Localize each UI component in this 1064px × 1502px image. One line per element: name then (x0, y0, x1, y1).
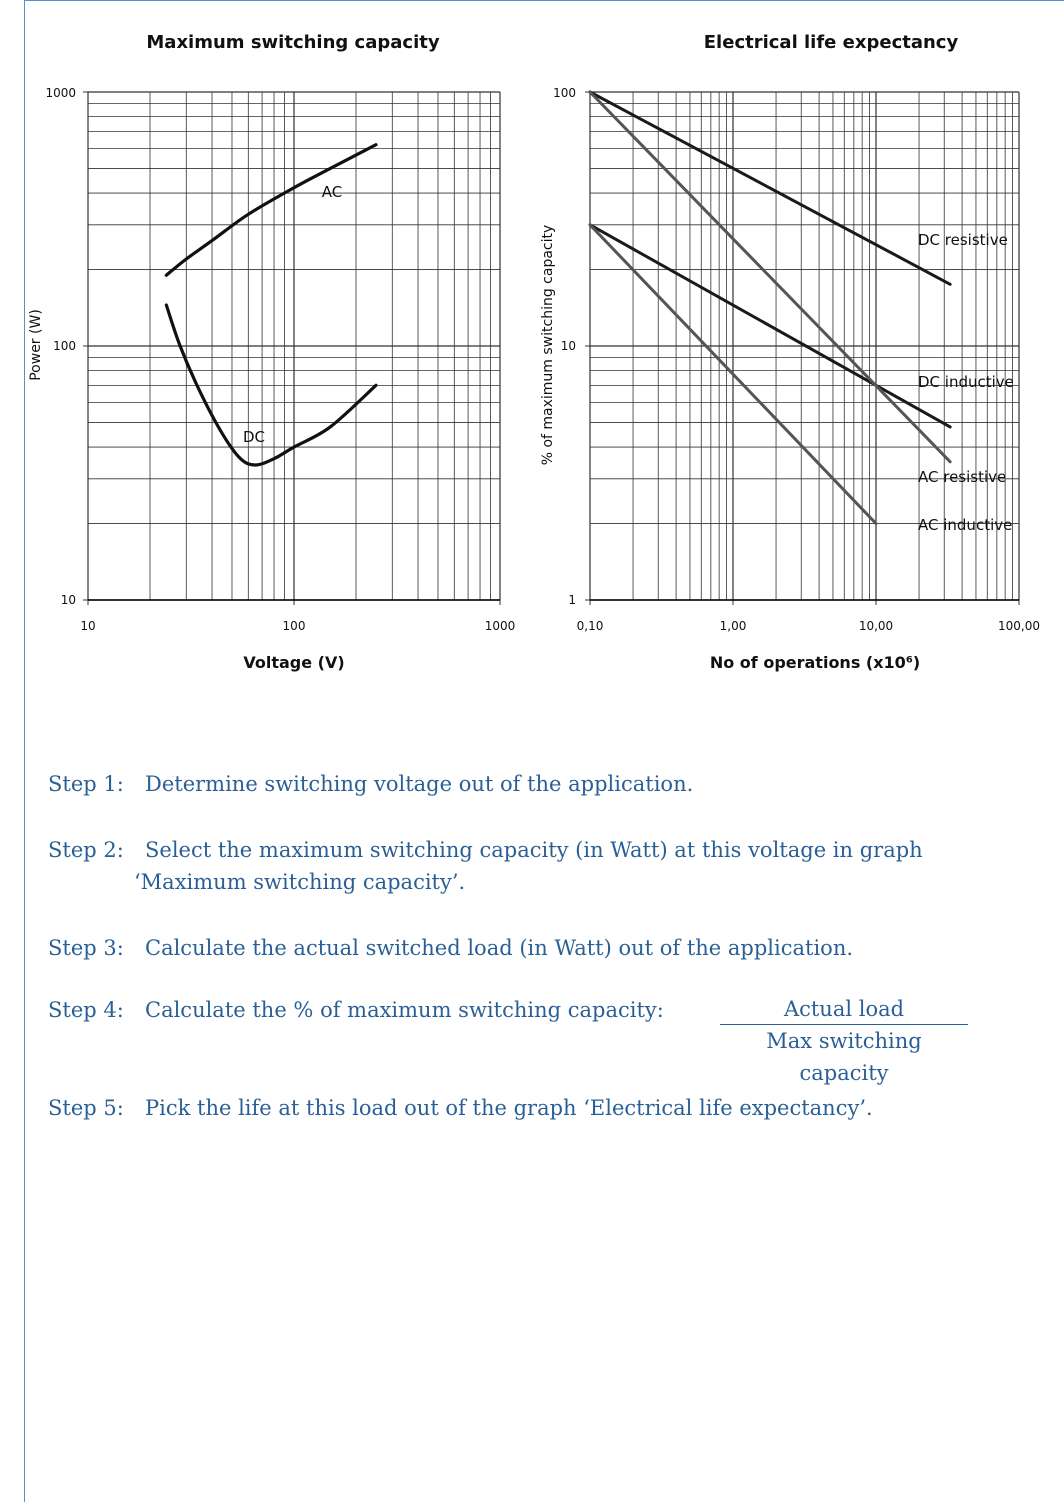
step-5-text: Pick the life at this load out of the gr… (145, 1096, 873, 1120)
chart2-series (588, 90, 952, 526)
chart1-ylabel: Power (W) (28, 309, 44, 381)
fraction-numerator: Actual load (720, 994, 968, 1025)
charts-svg: Maximum switching capacity 1000 100 10 1… (28, 32, 1040, 672)
step-2-number: Step 2: (48, 838, 124, 862)
chart2-label-dc-inductive: DC inductive (918, 373, 1014, 391)
chart2-series-ac-inductive-line (588, 223, 878, 526)
chart2-xlabel: No of operations (x10⁶) (710, 653, 920, 672)
chart2-x-tick-10-00: 10,00 (859, 619, 893, 633)
chart1-label-ac: AC (322, 183, 342, 201)
chart-max-switching-capacity: Maximum switching capacity 1000 100 10 1… (28, 32, 515, 672)
chart2-ylabel: % of maximum switching capacity (540, 225, 556, 466)
step-2-text-continued: ‘Maximum switching capacity’. (134, 870, 466, 894)
chart1-y-tick-100: 100 (53, 339, 76, 353)
step-5-number: Step 5: (48, 1096, 124, 1120)
step-3-text: Calculate the actual switched load (in W… (145, 936, 854, 960)
step-3-number: Step 3: (48, 936, 124, 960)
step-3: Step 3: Calculate the actual switched lo… (48, 932, 853, 964)
chart2-label-ac-resistive: AC resistive (918, 468, 1006, 486)
chart2-y-tick-1: 1 (568, 593, 576, 607)
chart1-series-dc-line (164, 303, 378, 467)
chart1-y-tick-1000: 1000 (45, 86, 76, 100)
chart1-label-dc: DC (243, 428, 265, 446)
chart1-title: Maximum switching capacity (146, 32, 439, 53)
step-1-number: Step 1: (48, 772, 124, 796)
chart2-x-tick-100-00: 100,00 (998, 619, 1040, 633)
chart1-xlabel: Voltage (V) (243, 653, 344, 672)
chart2-series-dc-inductive-line (588, 223, 952, 429)
chart1-x-tick-100: 100 (283, 619, 306, 633)
chart1-series-ac-line (164, 143, 378, 277)
chart2-x-tick-0-10: 0,10 (577, 619, 604, 633)
chart2-y-tick-100: 100 (553, 86, 576, 100)
chart1-x-tick-1000: 1000 (485, 619, 516, 633)
step-4: Step 4: Calculate the % of maximum switc… (48, 994, 1008, 1085)
chart1-x-tick-10: 10 (80, 619, 95, 633)
chart2-label-dc-resistive: DC resistive (918, 231, 1008, 249)
page-frame (24, 0, 1064, 1502)
chart2-x-tick-1-00: 1,00 (720, 619, 747, 633)
chart-electrical-life-expectancy: Electrical life expectancy 100 10 1 0,10… (540, 32, 1040, 672)
chart2-title: Electrical life expectancy (704, 32, 959, 53)
chart2-label-ac-inductive: AC inductive (918, 516, 1012, 534)
step-4-text: Calculate the % of maximum switching cap… (145, 998, 664, 1022)
step-1: Step 1: Determine switching voltage out … (48, 768, 693, 800)
load-fraction: Actual load Max switching capacity (720, 994, 968, 1089)
chart2-series-dc-resistive-line (588, 90, 952, 286)
chart2-y-tick-10: 10 (561, 339, 576, 353)
step-1-text: Determine switching voltage out of the a… (145, 772, 694, 796)
step-5: Step 5: Pick the life at this load out o… (48, 1092, 873, 1124)
fraction-denominator: Max switching capacity (766, 1029, 922, 1085)
chart1-series (164, 143, 378, 467)
step-2-text: Select the maximum switching capacity (i… (145, 838, 923, 862)
chart2-grid (585, 91, 1020, 605)
chart1-grid (83, 91, 501, 605)
chart1-y-tick-10: 10 (61, 593, 76, 607)
step-2: Step 2: Select the maximum switching cap… (48, 834, 923, 898)
chart2-series-ac-resistive-line (588, 90, 952, 464)
step-4-number: Step 4: (48, 998, 124, 1022)
